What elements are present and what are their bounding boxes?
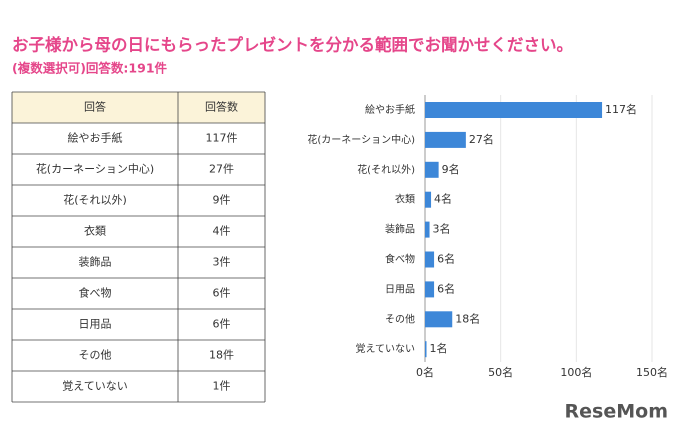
y-tick-label: 花(カーネーション中心) <box>307 133 415 146</box>
data-label: 18名 <box>455 311 480 325</box>
bar <box>425 341 427 358</box>
table-cell: 6件 <box>213 287 231 300</box>
table-cell: 花(カーネーション中心) <box>36 163 154 176</box>
data-label: 9名 <box>442 162 460 176</box>
table-cell: 食べ物 <box>79 286 112 300</box>
y-tick-label: 衣類 <box>395 193 415 206</box>
table-cell: 9件 <box>213 194 231 207</box>
title: お子様から母の日にもらったプレゼントを分かる範囲でお聞かせください。 <box>12 35 573 55</box>
table-cell: 装飾品 <box>79 256 112 269</box>
y-tick-label: 日用品 <box>385 283 415 295</box>
subtitle: (複数選択可)回答数:191件 <box>12 61 168 76</box>
bar <box>425 161 439 178</box>
data-label: 27名 <box>469 132 494 146</box>
bar <box>425 281 435 298</box>
table-header: 回答 <box>84 100 106 114</box>
data-label: 6名 <box>437 252 455 266</box>
table-cell: 衣類 <box>84 224 106 238</box>
table-cell: その他 <box>79 349 112 362</box>
table-cell: 絵やお手紙 <box>68 131 123 145</box>
table-cell: 18件 <box>209 349 234 362</box>
y-tick-label: 装飾品 <box>385 223 415 236</box>
data-label: 4名 <box>434 192 452 206</box>
x-tick-label: 50名 <box>488 365 513 379</box>
table-cell: 3件 <box>213 256 231 269</box>
table-cell: 6件 <box>213 318 231 331</box>
table-cell: 4件 <box>213 225 231 238</box>
y-tick-label: 花(それ以外) <box>357 163 415 176</box>
logo: ReseMom <box>565 401 668 423</box>
bar <box>425 251 435 268</box>
x-tick-label: 0名 <box>416 365 434 379</box>
y-tick-label: その他 <box>385 312 415 325</box>
bar <box>425 191 432 208</box>
data-label: 1名 <box>430 341 448 355</box>
bar <box>425 102 603 118</box>
table-cell: 花(それ以外) <box>63 194 127 207</box>
data-label: 3名 <box>433 222 451 236</box>
data-label: 6名 <box>437 281 455 295</box>
y-tick-label: 絵やお手紙 <box>365 103 415 116</box>
table-header: 回答数 <box>205 100 238 114</box>
y-tick-label: 覚えていない <box>356 342 416 355</box>
x-tick-label: 100名 <box>560 365 592 379</box>
bar <box>425 311 453 328</box>
table-cell: 1件 <box>213 380 231 393</box>
table-cell: 117件 <box>206 132 238 145</box>
table-cell: 27件 <box>209 163 234 176</box>
data-label: 117名 <box>605 102 637 116</box>
x-tick-label: 150名 <box>636 365 668 379</box>
table-cell: 覚えていない <box>62 380 127 393</box>
table-header-bg <box>12 92 265 123</box>
bar <box>425 131 466 148</box>
table-cell: 日用品 <box>79 318 112 331</box>
y-tick-label: 食べ物 <box>385 253 415 266</box>
bar <box>425 221 430 238</box>
